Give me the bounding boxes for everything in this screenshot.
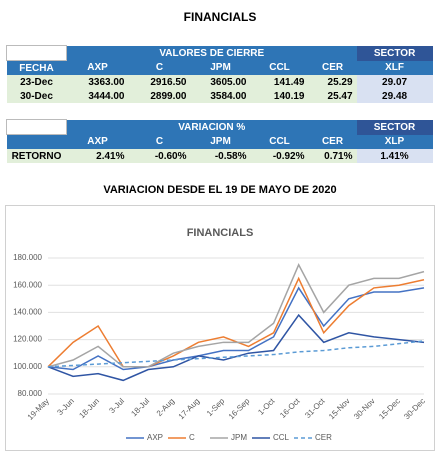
table-cell: 141.49 bbox=[250, 75, 309, 89]
x-tick-label: 15-Dec bbox=[377, 397, 402, 422]
legend-label: JPM bbox=[231, 433, 247, 442]
table-cell bbox=[6, 134, 67, 149]
table-cell: SECTOR bbox=[356, 119, 433, 135]
table-row: AXP C JPM CCL CER XLP bbox=[6, 134, 433, 149]
table-cell: 0.71% bbox=[308, 149, 357, 163]
table-cell: XLF bbox=[356, 60, 433, 75]
x-tick-label: 16-Oct bbox=[278, 396, 302, 420]
y-tick-label: 180.000 bbox=[13, 253, 42, 262]
table-row: 30-Dec 3444.00 2899.00 3584.00 140.19 25.47 29… bbox=[6, 89, 433, 103]
y-tick-label: 160.000 bbox=[13, 280, 42, 289]
x-tick-label: 18-Jun bbox=[77, 397, 101, 421]
y-tick-label: 120.000 bbox=[13, 335, 42, 344]
table-cell: VARIACION % bbox=[66, 119, 357, 135]
variation-table: VARIACION % SECTOR AXP C JPM CCL CER XLP RETORNO… bbox=[6, 119, 433, 163]
table-cell: 3584.00 bbox=[190, 89, 251, 103]
page-title: FINANCIALS bbox=[183, 10, 257, 24]
table-cell: 140.19 bbox=[250, 89, 309, 103]
series-line bbox=[47, 263, 425, 368]
table-cell: C bbox=[128, 60, 191, 75]
x-tick-label: 2-Aug bbox=[155, 397, 176, 418]
table-cell bbox=[6, 45, 67, 61]
table-row: VARIACION % SECTOR bbox=[6, 119, 433, 135]
table-cell: 1.41% bbox=[356, 149, 433, 163]
table-cell: 2916.50 bbox=[128, 75, 191, 89]
x-tick-label: 15-Nov bbox=[327, 397, 352, 422]
chart-subtitle: VARIACION DESDE EL 19 DE MAYO DE 2020 bbox=[103, 184, 337, 196]
legend-label: CCL bbox=[273, 433, 290, 442]
table-row: RETORNO 2.41% -0.60% -0.58% -0.92% 0.71% 1.41% bbox=[6, 149, 433, 163]
table-cell: VALORES DE CIERRE bbox=[66, 45, 357, 61]
table-cell: CER bbox=[308, 134, 357, 149]
table-cell: 29.07 bbox=[356, 75, 433, 89]
table-cell: -0.60% bbox=[128, 149, 191, 163]
closing-values-table: VALORES DE CIERRE SECTOR FECHA AXP C JPM CCL CE… bbox=[6, 45, 433, 103]
table-row: 23-Dec 3363.00 2916.50 3605.00 141.49 25.29 29… bbox=[6, 75, 433, 89]
table-cell: CER bbox=[308, 60, 357, 75]
x-tick-label: 31-Oct bbox=[303, 396, 327, 420]
table-row: VALORES DE CIERRE SECTOR bbox=[6, 45, 433, 61]
table-cell: AXP bbox=[66, 60, 129, 75]
x-tick-label: 3-Jun bbox=[55, 397, 76, 418]
table-cell: 25.29 bbox=[308, 75, 357, 89]
table-cell: RETORNO bbox=[6, 149, 67, 163]
table-cell: FECHA bbox=[6, 60, 67, 75]
table-cell: CCL bbox=[250, 60, 309, 75]
chart: FINANCIALS 80.000 100.000 120.000 140.000 16… bbox=[5, 205, 435, 451]
x-tick-label: 30-Nov bbox=[352, 397, 377, 422]
table-cell: -0.58% bbox=[190, 149, 251, 163]
y-tick-label: 140.000 bbox=[13, 308, 42, 317]
series-line bbox=[47, 286, 425, 371]
table-cell: 30-Dec bbox=[6, 89, 67, 103]
y-tick-label: 100.000 bbox=[13, 362, 42, 371]
table-cell: 2899.00 bbox=[128, 89, 191, 103]
x-tick-label: 1-Oct bbox=[256, 396, 277, 417]
chart-title: FINANCIALS bbox=[187, 227, 254, 239]
table-cell: 23-Dec bbox=[6, 75, 67, 89]
x-tick-label: 30-Dec bbox=[402, 397, 427, 422]
x-tick-label: 3-Jul bbox=[107, 396, 126, 415]
legend-label: C bbox=[189, 433, 195, 442]
table-cell: JPM bbox=[190, 60, 251, 75]
series-line bbox=[47, 276, 425, 368]
x-tick-label: 16-Sep bbox=[227, 396, 252, 421]
table-cell: AXP bbox=[66, 134, 129, 149]
table-cell: 3363.00 bbox=[66, 75, 129, 89]
table-cell: -0.92% bbox=[250, 149, 309, 163]
x-tick-label: 1-Sep bbox=[205, 396, 227, 418]
series-line bbox=[47, 340, 425, 368]
table-cell bbox=[6, 119, 67, 135]
table-cell: 29.48 bbox=[356, 89, 433, 103]
x-tick-label: 19-May bbox=[26, 397, 51, 422]
x-tick-label: 18-Jul bbox=[129, 396, 151, 418]
y-tick-label: 80.000 bbox=[18, 389, 43, 398]
table-cell: 3444.00 bbox=[66, 89, 129, 103]
table-cell: 25.47 bbox=[308, 89, 357, 103]
series-line bbox=[47, 313, 425, 382]
legend-label: AXP bbox=[147, 433, 163, 442]
x-tick-label: 17-Aug bbox=[177, 397, 202, 422]
table-cell: CCL bbox=[250, 134, 309, 149]
table-row: FECHA AXP C JPM CCL CER XLF bbox=[6, 60, 433, 75]
table-cell: C bbox=[128, 134, 191, 149]
table-cell: 3605.00 bbox=[190, 75, 251, 89]
table-cell: XLP bbox=[356, 134, 433, 149]
table-cell: SECTOR bbox=[356, 45, 433, 61]
table-cell: 2.41% bbox=[66, 149, 129, 163]
legend-label: CER bbox=[315, 433, 332, 442]
table-cell: JPM bbox=[190, 134, 251, 149]
